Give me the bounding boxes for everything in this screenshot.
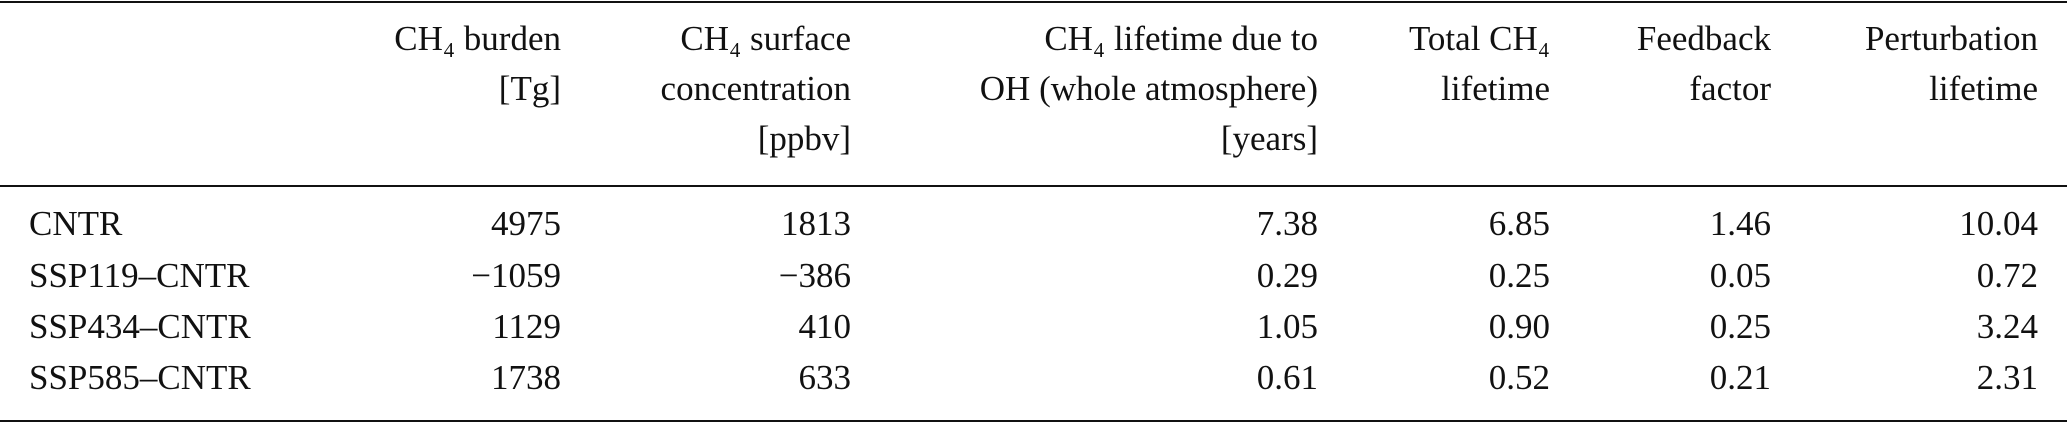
cell-value: 0.72 [1976,256,2038,295]
cell-value: −386 [778,256,851,295]
cell-value: 0.25 [1488,256,1550,295]
cell-value: 1738 [491,358,561,397]
cell-value: 0.90 [1488,307,1550,346]
cell-value: 1129 [492,307,561,346]
bottom-rule [0,420,2067,422]
cell-value: −1059 [471,256,561,295]
cell-value: 0.25 [1709,307,1771,346]
header-line: factor [1689,69,1771,108]
header-line: lifetime [1929,69,2038,108]
cell-value: 7.38 [1256,204,1318,243]
cell-value: 1813 [781,204,851,243]
cell-value: 6.85 [1488,204,1550,243]
cell-value: 0.05 [1709,256,1771,295]
header-line: CH₄ surface [680,19,851,58]
cell-value: 0.29 [1256,256,1318,295]
header-line: [years] [1220,119,1318,158]
cell-value: 0.52 [1488,358,1550,397]
header-line: CH₄ burden [394,19,561,58]
header-line: CH₄ lifetime due to [1044,19,1318,58]
cell-value: 0.21 [1709,358,1771,397]
header-line: Total CH₄ [1409,19,1550,58]
cell-value: 2.31 [1976,358,2038,397]
cell-value: 4975 [491,204,561,243]
cell-value: 1.46 [1709,204,1771,243]
cell-value: 3.24 [1976,307,2038,346]
header-line: concentration [660,69,851,108]
cell-value: 0.61 [1256,358,1318,397]
cell-value: 633 [798,358,852,397]
cell-value: 1.05 [1256,307,1318,346]
cell-value: 10.04 [1959,204,2038,243]
row-label: SSP434–CNTR [29,307,251,346]
row-label: CNTR [29,204,123,243]
header-line: lifetime [1441,69,1550,108]
header-line: OH (whole atmosphere) [979,69,1318,108]
row-label: SSP585–CNTR [29,358,251,397]
header-line: Perturbation [1864,19,2038,58]
cell-value: 410 [798,307,852,346]
header-line: Feedback [1636,19,1771,58]
header-line: [ppbv] [757,119,851,158]
top-rule [0,1,2067,3]
row-label: SSP119–CNTR [29,256,250,295]
mid-rule [0,185,2067,187]
header-line: [Tg] [498,69,561,108]
